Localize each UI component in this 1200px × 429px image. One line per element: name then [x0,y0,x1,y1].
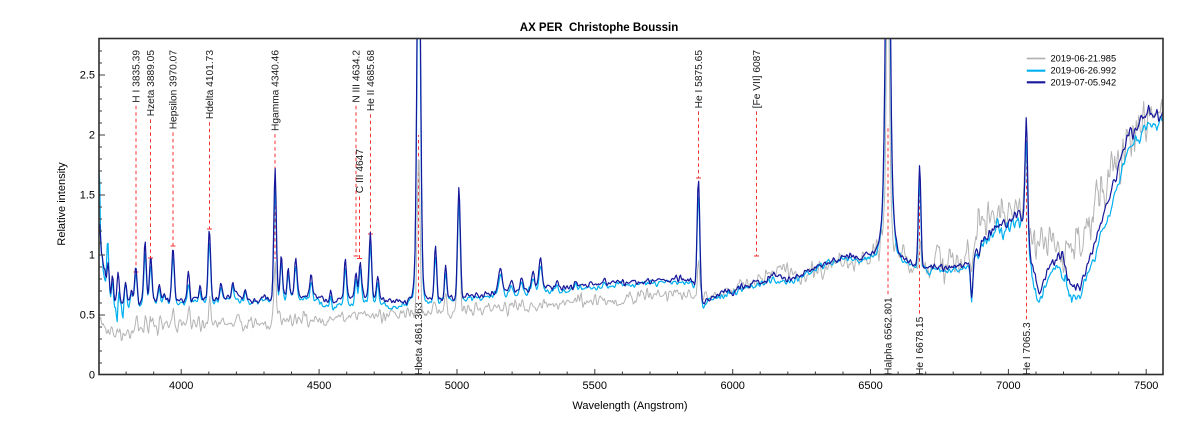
svg-text:1: 1 [89,250,95,262]
svg-text:He I 6678.15: He I 6678.15 [915,316,926,375]
svg-text:He I 7065.3: He I 7065.3 [1022,322,1033,375]
svg-text:[Fe VII] 6087: [Fe VII] 6087 [752,50,763,109]
svg-text:2.5: 2.5 [80,70,95,82]
svg-text:Relative intensity: Relative intensity [56,162,68,246]
svg-text:He II 4685.68: He II 4685.68 [366,50,377,112]
svg-text:1.5: 1.5 [80,190,95,202]
svg-text:Halpha 6562.801: Halpha 6562.801 [884,297,895,375]
svg-text:4500: 4500 [307,380,331,392]
svg-text:AX PER Christophe Boussin: AX PER Christophe Boussin [520,22,678,34]
svg-text:C III 4647: C III 4647 [355,149,366,194]
svg-text:5500: 5500 [583,380,607,392]
svg-text:6000: 6000 [720,380,744,392]
svg-text:He I 5875.65: He I 5875.65 [694,50,705,109]
svg-text:Hbeta 4861.363: Hbeta 4861.363 [414,302,425,375]
svg-text:Hdelta 4101.73: Hdelta 4101.73 [205,50,216,119]
svg-text:2019-06-21.985: 2019-06-21.985 [1051,54,1117,64]
svg-text:N III 4634.2: N III 4634.2 [352,50,363,103]
svg-text:Hepsilon 3970.07: Hepsilon 3970.07 [169,50,180,130]
svg-text:0: 0 [89,370,95,382]
svg-text:7000: 7000 [996,380,1020,392]
svg-text:2019-06-26.992: 2019-06-26.992 [1051,66,1117,76]
svg-text:Wavelength (Angstrom): Wavelength (Angstrom) [572,400,687,412]
svg-text:4000: 4000 [169,380,193,392]
svg-text:H I 3835.39: H I 3835.39 [132,50,143,103]
svg-text:2019-07-05.942: 2019-07-05.942 [1051,77,1117,87]
svg-text:Hgamma 4340.46: Hgamma 4340.46 [271,50,282,131]
svg-text:5000: 5000 [445,380,469,392]
svg-text:Hzeta 3889.05: Hzeta 3889.05 [146,50,157,117]
svg-text:0.5: 0.5 [80,310,95,322]
svg-text:6500: 6500 [858,380,882,392]
svg-text:7500: 7500 [1134,380,1158,392]
svg-text:2: 2 [89,130,95,142]
